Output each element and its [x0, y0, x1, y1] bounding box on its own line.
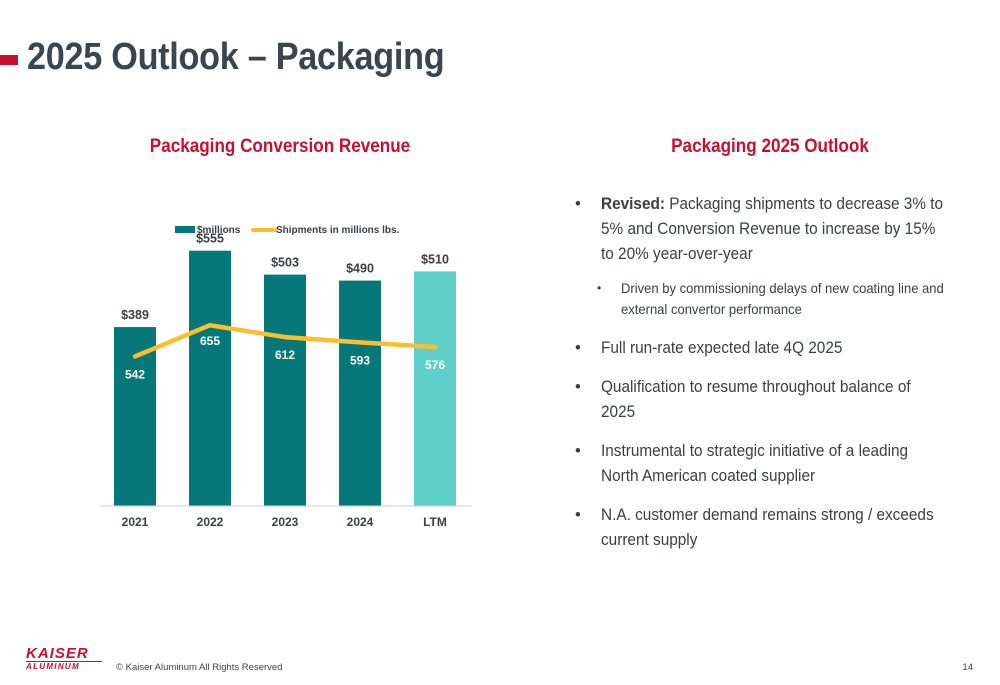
outlook-bullet-revised: Revised: Packaging shipments to decrease…: [575, 192, 950, 267]
bar-label-2024: $490: [346, 262, 374, 276]
outlook-bullet-demand: N.A. customer demand remains strong / ex…: [575, 503, 950, 553]
x-tick-2024: 2024: [347, 515, 374, 529]
revised-lead: Revised:: [601, 195, 665, 213]
page-number: 14: [962, 662, 973, 673]
chart-title: Packaging Conversion Revenue: [149, 136, 411, 157]
outlook-bullet-run-rate: Full run-rate expected late 4Q 2025: [575, 336, 950, 361]
bar-series: $389 $555 $503 $490 $510: [114, 232, 456, 506]
qualification-text: Qualification to resume throughout balan…: [601, 378, 911, 421]
bar-2021: [114, 327, 156, 506]
legend-label-line: Shipments in millions lbs.: [276, 225, 400, 236]
outlook-bullets: Revised: Packaging shipments to decrease…: [575, 192, 950, 567]
outlook-bullet-qualification: Qualification to resume throughout balan…: [575, 375, 950, 425]
x-tick-2023: 2023: [272, 515, 299, 529]
bar-label-2022: $555: [196, 232, 224, 246]
bar-label-LTM: $510: [421, 252, 449, 266]
line-label-2023: 612: [275, 348, 295, 362]
line-label-2024: 593: [350, 353, 370, 367]
x-tick-LTM: LTM: [423, 515, 447, 529]
page-title: 2025 Outlook – Packaging: [27, 36, 445, 78]
outlook-bullet-strategic: Instrumental to strategic initiative of …: [575, 439, 950, 489]
title-accent-bar: [0, 55, 18, 65]
copyright-text: © Kaiser Aluminum All Rights Reserved: [116, 662, 283, 673]
x-axis-ticks: 2021 2022 2023 2024 LTM: [122, 515, 447, 529]
legend-swatch-bar: [175, 226, 195, 233]
x-tick-2022: 2022: [197, 515, 224, 529]
bar-2023: [264, 274, 306, 506]
outlook-sub-bullet: Driven by commissioning delays of new co…: [575, 278, 950, 320]
revised-text: Packaging shipments to decrease 3% to 5%…: [601, 195, 944, 263]
demand-text: N.A. customer demand remains strong / ex…: [601, 506, 934, 549]
revenue-chart: $millions Shipments in millions lbs. $38…: [100, 225, 472, 529]
bar-label-2021: $389: [121, 308, 149, 322]
bar-2024: [339, 280, 381, 506]
line-label-2022: 655: [200, 334, 220, 348]
strategic-text: Instrumental to strategic initiative of …: [601, 442, 909, 485]
logo-wordmark-top: KAISER: [26, 645, 89, 662]
outlook-title: Packaging 2025 Outlook: [671, 136, 869, 157]
x-tick-2021: 2021: [122, 515, 149, 529]
legend-label-bar: $millions: [197, 225, 241, 236]
shipments-line-series: 542 655 612 593 576: [125, 322, 445, 381]
sub-bullet-text: Driven by commissioning delays of new co…: [621, 280, 944, 317]
kaiser-logo: KAISER ALUMINUM: [26, 646, 102, 672]
run-rate-text: Full run-rate expected late 4Q 2025: [601, 339, 843, 357]
logo-wordmark-bottom: ALUMINUM: [26, 661, 102, 672]
bar-2022: [189, 250, 231, 506]
chart-legend: $millions Shipments in millions lbs.: [175, 225, 400, 236]
line-label-LTM: 576: [425, 358, 445, 372]
line-label-2021: 542: [125, 367, 145, 381]
bar-LTM: [414, 271, 456, 506]
bar-label-2023: $503: [271, 256, 299, 270]
shipments-line: [132, 322, 438, 359]
